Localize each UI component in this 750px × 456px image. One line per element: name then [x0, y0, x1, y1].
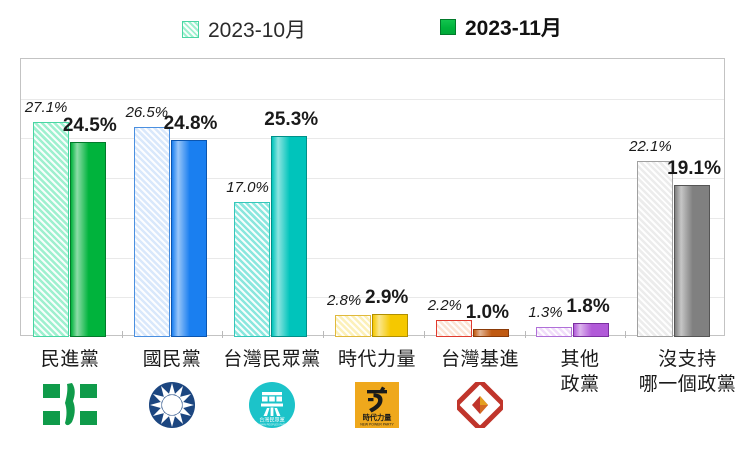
kmt-logo: [112, 379, 232, 431]
category-label-0: 民進黨: [40, 349, 100, 370]
bar-group-5: [524, 60, 626, 338]
bar-nov-5[interactable]: [573, 322, 610, 337]
legend-item-oct[interactable]: 2023-10月: [182, 14, 306, 44]
legend-label-oct: 2023-10月: [208, 19, 307, 42]
value-label-oct-3: 2.8%: [327, 291, 362, 309]
value-label-oct-2: 17.0%: [226, 178, 269, 196]
chart-legend: 2023-10月 2023-11月: [0, 12, 750, 48]
bar-nov-6[interactable]: [674, 185, 711, 337]
category-3: 時代力量 時代力量 NEW POWER PARTY: [317, 347, 437, 431]
category-label-6-line-1: 哪一個政黨: [638, 374, 737, 395]
bar-group-4: [423, 60, 525, 338]
tpp-logo-text: 台灣民眾黨: [259, 417, 284, 424]
axis-tick-2: [222, 331, 224, 338]
svg-text:NEW POWER PARTY: NEW POWER PARTY: [360, 423, 394, 427]
legend-swatch-nov-icon: [440, 19, 456, 35]
bar-nov-3[interactable]: [371, 313, 408, 337]
value-label-nov-2: 25.3%: [264, 109, 319, 131]
gridline-30: [21, 98, 724, 100]
axis-tick-3: [323, 331, 325, 338]
legend-label-nov: 2023-11月: [465, 17, 562, 40]
gridline-10: [21, 257, 724, 259]
category-6: 沒支持 哪一個政黨: [625, 347, 750, 397]
bar-oct-6[interactable]: [637, 161, 674, 337]
value-label-oct-6: 22.1%: [629, 138, 672, 156]
bar-nov-0[interactable]: [69, 142, 106, 337]
bar-group-2: [222, 60, 323, 338]
category-label-6-line-0: 沒支持: [658, 349, 717, 370]
bar-oct-5[interactable]: [536, 326, 573, 337]
dpp-logo: [10, 379, 130, 431]
plot-area: [20, 58, 726, 338]
value-label-oct-4: 2.2%: [427, 296, 462, 314]
category-label-2: 台灣民眾黨: [223, 349, 321, 370]
value-label-nov-4: 1.0%: [465, 302, 510, 324]
npp-logo: 時代力量 NEW POWER PARTY: [317, 379, 437, 431]
bar-oct-0[interactable]: [32, 121, 69, 337]
category-1: 國民黨: [112, 347, 232, 431]
value-label-nov-0: 24.5%: [62, 115, 117, 137]
bar-nov-1[interactable]: [170, 140, 207, 337]
gridline-25: [21, 138, 724, 140]
svg-text:TAIWAN PEOPLES PARTY: TAIWAN PEOPLES PARTY: [256, 423, 288, 427]
value-label-nov-5: 1.8%: [566, 295, 610, 317]
value-label-oct-1: 26.5%: [125, 103, 169, 121]
value-label-nov-1: 24.8%: [163, 113, 218, 135]
legend-swatch-oct-icon: [182, 20, 199, 38]
tpp-logo: 台灣民眾黨 TAIWAN PEOPLES PARTY: [208, 379, 336, 431]
category-5: 其他 政黨: [525, 347, 635, 397]
gridline-15: [21, 217, 724, 219]
bar-nov-2[interactable]: [271, 136, 308, 337]
value-label-oct-5: 1.3%: [528, 303, 563, 321]
bar-oct-4[interactable]: [435, 319, 472, 337]
bar-nov-4[interactable]: [472, 329, 509, 337]
axis-tick-1: [121, 331, 123, 338]
bar-oct-3[interactable]: [334, 314, 371, 337]
value-label-nov-6: 19.1%: [667, 158, 722, 180]
npp-logo-text: 時代力量: [363, 413, 393, 422]
axis-tick-5: [524, 331, 526, 338]
axis-tick-6: [625, 331, 627, 338]
bars-layer: [21, 59, 726, 338]
bar-group-3: [323, 60, 424, 338]
bar-group-1: [121, 60, 223, 338]
category-label-4: 台灣基進: [440, 349, 519, 370]
category-0: 民進黨: [10, 347, 130, 431]
gridline-20: [21, 178, 724, 180]
category-2: 台灣民眾黨 台灣民眾黨 TAIWAN PEOPLES PARTY: [208, 347, 336, 431]
category-label-5-line-0: 其他: [560, 349, 600, 370]
bar-oct-1[interactable]: [133, 126, 170, 337]
category-axis: 民進黨 國民黨: [0, 347, 750, 456]
category-label-3: 時代力量: [337, 349, 416, 370]
bar-group-6: [625, 60, 726, 338]
bar-group-0: [21, 60, 122, 337]
value-label-oct-0: 27.1%: [24, 98, 68, 116]
bar-oct-2[interactable]: [234, 201, 271, 337]
gridline-5: [21, 297, 724, 299]
tsp-logo: [420, 379, 540, 431]
category-4: 台灣基進: [420, 347, 540, 431]
category-label-1: 國民黨: [142, 349, 202, 370]
value-label-nov-3: 2.9%: [365, 286, 409, 308]
axis-tick-4: [423, 331, 425, 338]
legend-item-nov[interactable]: 2023-11月: [440, 12, 562, 42]
category-label-5-line-1: 政黨: [560, 374, 600, 395]
